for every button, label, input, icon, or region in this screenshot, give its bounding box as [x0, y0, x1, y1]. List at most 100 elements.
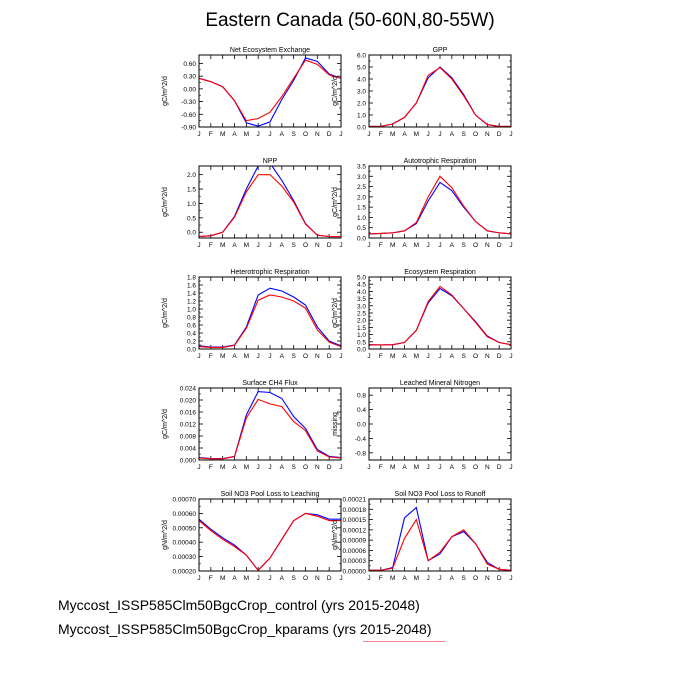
x-tick-label: J — [268, 242, 271, 249]
x-tick-label: O — [303, 575, 308, 582]
x-tick-label: A — [450, 131, 455, 138]
x-tick-label: M — [390, 464, 395, 471]
series-line-kparams — [369, 175, 511, 235]
x-tick-label: J — [438, 131, 441, 138]
panel-title: Surface CH4 Flux — [242, 380, 298, 387]
plot-frame — [368, 165, 512, 239]
y-tick-label: 3.0 — [357, 303, 366, 310]
y-tick-label: 0.0 — [357, 422, 366, 429]
x-tick-label: O — [473, 464, 478, 471]
y-tick-label: 0.60 — [183, 61, 196, 68]
plot-frame — [368, 276, 512, 350]
y-tick-label: 4.0 — [357, 289, 366, 296]
x-tick-label: J — [257, 575, 260, 582]
x-tick-label: J — [427, 575, 430, 582]
y-tick-label: 0.0 — [357, 125, 366, 132]
y-tick-label: -0.60 — [181, 112, 196, 119]
plot-frame — [368, 387, 512, 461]
x-tick-label: M — [244, 353, 249, 360]
x-tick-label: A — [232, 575, 237, 582]
x-tick-label: J — [438, 575, 441, 582]
panel-ecosystem-respiration: Ecosystem Respiration gC/m^2/d 0.00.51.01.… — [332, 269, 513, 360]
x-tick-label: J — [509, 575, 512, 582]
y-axis-label: gC/m^2/d — [162, 76, 169, 106]
series-line-control — [369, 287, 511, 346]
x-tick-label: J — [268, 353, 271, 360]
x-tick-label: A — [450, 464, 455, 471]
x-tick-label: J — [197, 131, 200, 138]
series-line-control — [199, 512, 341, 571]
x-tick-label: J — [427, 353, 430, 360]
series-line-control — [369, 66, 511, 127]
x-tick-label: A — [402, 575, 407, 582]
y-tick-label: 1.4 — [187, 291, 196, 298]
x-tick-label: F — [379, 353, 383, 360]
y-tick-label: 0.00021 — [343, 497, 367, 504]
x-tick-label: M — [390, 131, 395, 138]
x-tick-label: J — [438, 464, 441, 471]
y-axis-label: gC/m^2/d — [162, 409, 169, 439]
x-tick-label: J — [257, 131, 260, 138]
y-tick-label: 0.000 — [180, 458, 197, 465]
y-tick-label: 1.0 — [357, 215, 366, 222]
y-tick-label: -0.4 — [355, 436, 367, 443]
x-tick-label: J — [339, 575, 342, 582]
x-tick-label: A — [232, 131, 237, 138]
series-line-control — [199, 57, 341, 127]
x-tick-label: J — [339, 464, 342, 471]
y-tick-label: 2.0 — [357, 194, 366, 201]
y-tick-label: 1.0 — [357, 113, 366, 120]
x-tick-label: J — [268, 131, 271, 138]
plot-frame — [198, 165, 342, 239]
series-line-kparams — [369, 285, 511, 346]
y-tick-label: 1.2 — [187, 299, 196, 306]
x-tick-label: N — [485, 464, 490, 471]
x-tick-label: M — [414, 353, 419, 360]
y-tick-label: 3.0 — [357, 174, 366, 181]
x-tick-label: M — [244, 131, 249, 138]
y-tick-label: 0.00003 — [343, 558, 367, 565]
x-tick-label: S — [291, 353, 296, 360]
y-tick-label: 0.30 — [183, 74, 196, 81]
y-tick-label: 0.5 — [187, 215, 196, 222]
y-tick-label: 0.008 — [180, 434, 197, 441]
x-tick-label: J — [509, 464, 512, 471]
plot-frame — [198, 387, 342, 461]
x-tick-label: J — [268, 575, 271, 582]
x-tick-label: S — [291, 131, 296, 138]
panel-title: NPP — [263, 158, 278, 165]
x-tick-label: S — [461, 242, 466, 249]
x-tick-label: J — [367, 242, 370, 249]
x-tick-label: S — [461, 131, 466, 138]
y-tick-label: 4.5 — [357, 282, 366, 289]
x-tick-label: M — [390, 242, 395, 249]
x-tick-label: M — [244, 575, 249, 582]
x-tick-label: J — [197, 575, 200, 582]
panel-title: Heterotrophic Respiration — [230, 269, 309, 276]
legend-caption-control: Myccost_ISSP585Clm50BgcCrop_control (yrs… — [58, 597, 420, 613]
y-tick-label: 0.5 — [357, 339, 366, 346]
y-tick-label: -0.30 — [181, 99, 196, 106]
y-tick-label: 0.2 — [187, 339, 196, 346]
caption-underline — [363, 641, 445, 642]
y-tick-label: 0.0 — [187, 347, 196, 354]
x-tick-label: S — [291, 242, 296, 249]
y-tick-label: 1.5 — [357, 205, 366, 212]
x-tick-label: J — [427, 131, 430, 138]
panel-leached-mineral-nitrogen: Leached Mineral Nitrogen missing -0.8 -0.4 0… — [332, 380, 513, 471]
x-tick-label: M — [414, 131, 419, 138]
x-tick-label: A — [232, 464, 237, 471]
x-tick-label: D — [497, 575, 502, 582]
x-tick-label: J — [257, 353, 260, 360]
plot-frame — [198, 54, 342, 128]
panel-title: GPP — [433, 47, 448, 54]
series-line-control — [199, 391, 341, 460]
x-tick-label: J — [367, 131, 370, 138]
y-axis-label: gC/m^2/d — [332, 76, 339, 106]
x-tick-label: F — [209, 242, 213, 249]
x-tick-label: D — [327, 131, 332, 138]
y-tick-label: 2.5 — [357, 184, 366, 191]
panel-surface-ch4-flux: Surface CH4 Flux gC/m^2/d 0.000 0.004 0.008 0… — [162, 380, 343, 471]
series-line-kparams — [369, 66, 511, 127]
